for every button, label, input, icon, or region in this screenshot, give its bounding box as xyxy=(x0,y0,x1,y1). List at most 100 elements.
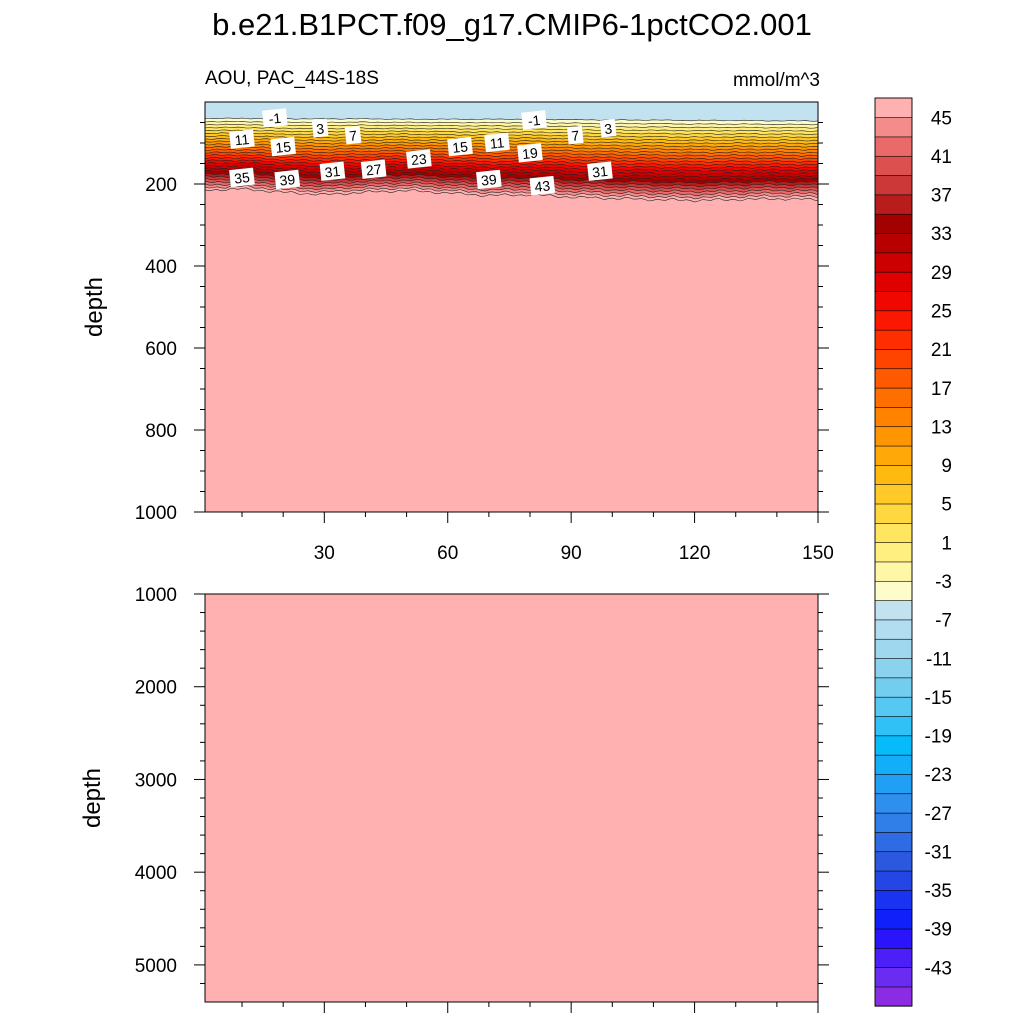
contour-label: 11 xyxy=(229,129,255,149)
colorbar-swatch xyxy=(874,387,913,408)
contour-label-box xyxy=(599,118,617,138)
contour-label-text: 15 xyxy=(275,138,292,156)
contour-label: 3 xyxy=(311,118,329,138)
contour-line xyxy=(205,151,818,160)
contour-line xyxy=(205,159,818,170)
colorbar-swatch xyxy=(874,812,913,833)
contour-line xyxy=(205,148,818,157)
colorbar-swatch xyxy=(874,174,913,196)
colorbar-swatch xyxy=(874,271,913,292)
contour-label-box xyxy=(517,143,543,163)
colorbar-swatch xyxy=(874,870,913,891)
colorbar-swatch xyxy=(874,445,913,466)
contour-line xyxy=(205,172,818,185)
colorbar-swatch xyxy=(874,986,913,1007)
upper-plot-area: -1 3 7 11 15 -1 7 3 15 11 19 23 27 31 35 39 39 43 31 200 400… xyxy=(135,101,834,564)
contour-line xyxy=(205,137,818,145)
upper-contour-fill xyxy=(205,102,818,512)
contour-label-box xyxy=(311,118,329,138)
contour-line xyxy=(205,162,818,173)
colorbar-label: -11 xyxy=(926,649,952,670)
colorbar-label: 9 xyxy=(941,456,952,477)
contour-line xyxy=(205,132,818,139)
colorbar-label: -23 xyxy=(925,765,952,786)
contour-label-box xyxy=(344,125,362,145)
y-tick-label: 1000 xyxy=(135,503,177,524)
contour-line xyxy=(205,140,818,148)
contour-line xyxy=(205,126,818,132)
contour-label-box xyxy=(587,161,613,181)
colorbar-label: -15 xyxy=(925,688,952,709)
colorbar-swatch xyxy=(874,155,913,176)
contour-line xyxy=(205,120,818,126)
contour-label-box xyxy=(476,169,502,190)
figure-title: b.e21.B1PCT.f09_g17.CMIP6-1pctCO2.001 xyxy=(212,7,812,42)
colorbar-frame xyxy=(874,97,913,1007)
colorbar-swatch xyxy=(874,754,913,775)
contour-label-text: -1 xyxy=(527,112,541,129)
contour-label: 19 xyxy=(517,143,543,163)
contour-label-text: 7 xyxy=(571,127,581,144)
colorbar-swatch xyxy=(874,464,913,485)
contour-label: 35 xyxy=(229,167,255,188)
contour-label: -1 xyxy=(521,110,547,130)
contour-label: 7 xyxy=(566,125,584,145)
lower-deep-fill xyxy=(204,593,819,1003)
contour-label: -1 xyxy=(262,108,288,128)
contour-label-box xyxy=(274,169,301,190)
colorbar-swatch xyxy=(874,580,913,601)
contour-line xyxy=(205,177,818,191)
contour-line xyxy=(205,143,818,151)
colorbar-swatch xyxy=(874,97,913,118)
colorbar-swatch xyxy=(874,136,913,157)
upper-title-left: AOU, PAC_44S-18S xyxy=(205,68,379,89)
contour-label-text: 39 xyxy=(480,171,497,189)
colorbar-label: -35 xyxy=(925,881,952,902)
y-tick-label: 5000 xyxy=(135,956,177,977)
colorbar-label: -31 xyxy=(925,842,952,863)
contour-label-box xyxy=(270,136,296,157)
contour-label-text: 3 xyxy=(603,120,613,137)
colorbar-swatch xyxy=(874,194,913,215)
colorbar-swatch xyxy=(874,426,913,447)
contour-label: 27 xyxy=(360,159,387,179)
contour-line xyxy=(205,117,818,122)
y-tick-label: 4000 xyxy=(135,863,177,884)
colorbar-swatch xyxy=(874,696,913,717)
colorbar-label: -27 xyxy=(925,804,952,825)
colorbar-swatch xyxy=(874,928,913,949)
contour-label-text: 27 xyxy=(365,161,382,179)
colorbar-label: 17 xyxy=(931,379,952,400)
contour-line xyxy=(205,180,818,194)
contour-line xyxy=(205,135,818,142)
contour-label-text: 35 xyxy=(233,169,250,187)
colorbar-swatch xyxy=(874,715,913,737)
colorbar-swatch xyxy=(874,967,913,988)
contour-label: 39 xyxy=(274,169,301,190)
contour-label-text: 15 xyxy=(452,138,469,156)
colorbar-swatch xyxy=(874,406,913,428)
contour-label: 39 xyxy=(476,169,502,190)
colorbar-swatch xyxy=(874,252,913,273)
upper-ylabel: depth xyxy=(81,277,108,337)
x-tick-label: 90 xyxy=(561,543,582,564)
colorbar-swatch xyxy=(874,735,913,756)
contour-label-box xyxy=(566,125,584,145)
colorbar-swatch xyxy=(874,773,913,795)
colorbar-label: 25 xyxy=(931,302,952,323)
y-tick-label: 2000 xyxy=(135,678,177,699)
colorbar-swatch xyxy=(874,657,913,679)
contour-label-text: 11 xyxy=(234,131,250,148)
y-tick-label: 800 xyxy=(145,421,177,442)
upper-deep-region xyxy=(205,187,818,512)
x-tick-label: 30 xyxy=(314,543,335,564)
contour-label-text: 43 xyxy=(534,177,551,195)
colorbar-swatch xyxy=(874,793,913,814)
contour-label-box xyxy=(529,175,556,196)
contour-label-text: 31 xyxy=(324,163,341,181)
contour-line xyxy=(205,145,818,154)
colorbar-swatch xyxy=(874,484,913,505)
colorbar-swatch xyxy=(874,561,913,582)
contour-line xyxy=(205,123,818,129)
